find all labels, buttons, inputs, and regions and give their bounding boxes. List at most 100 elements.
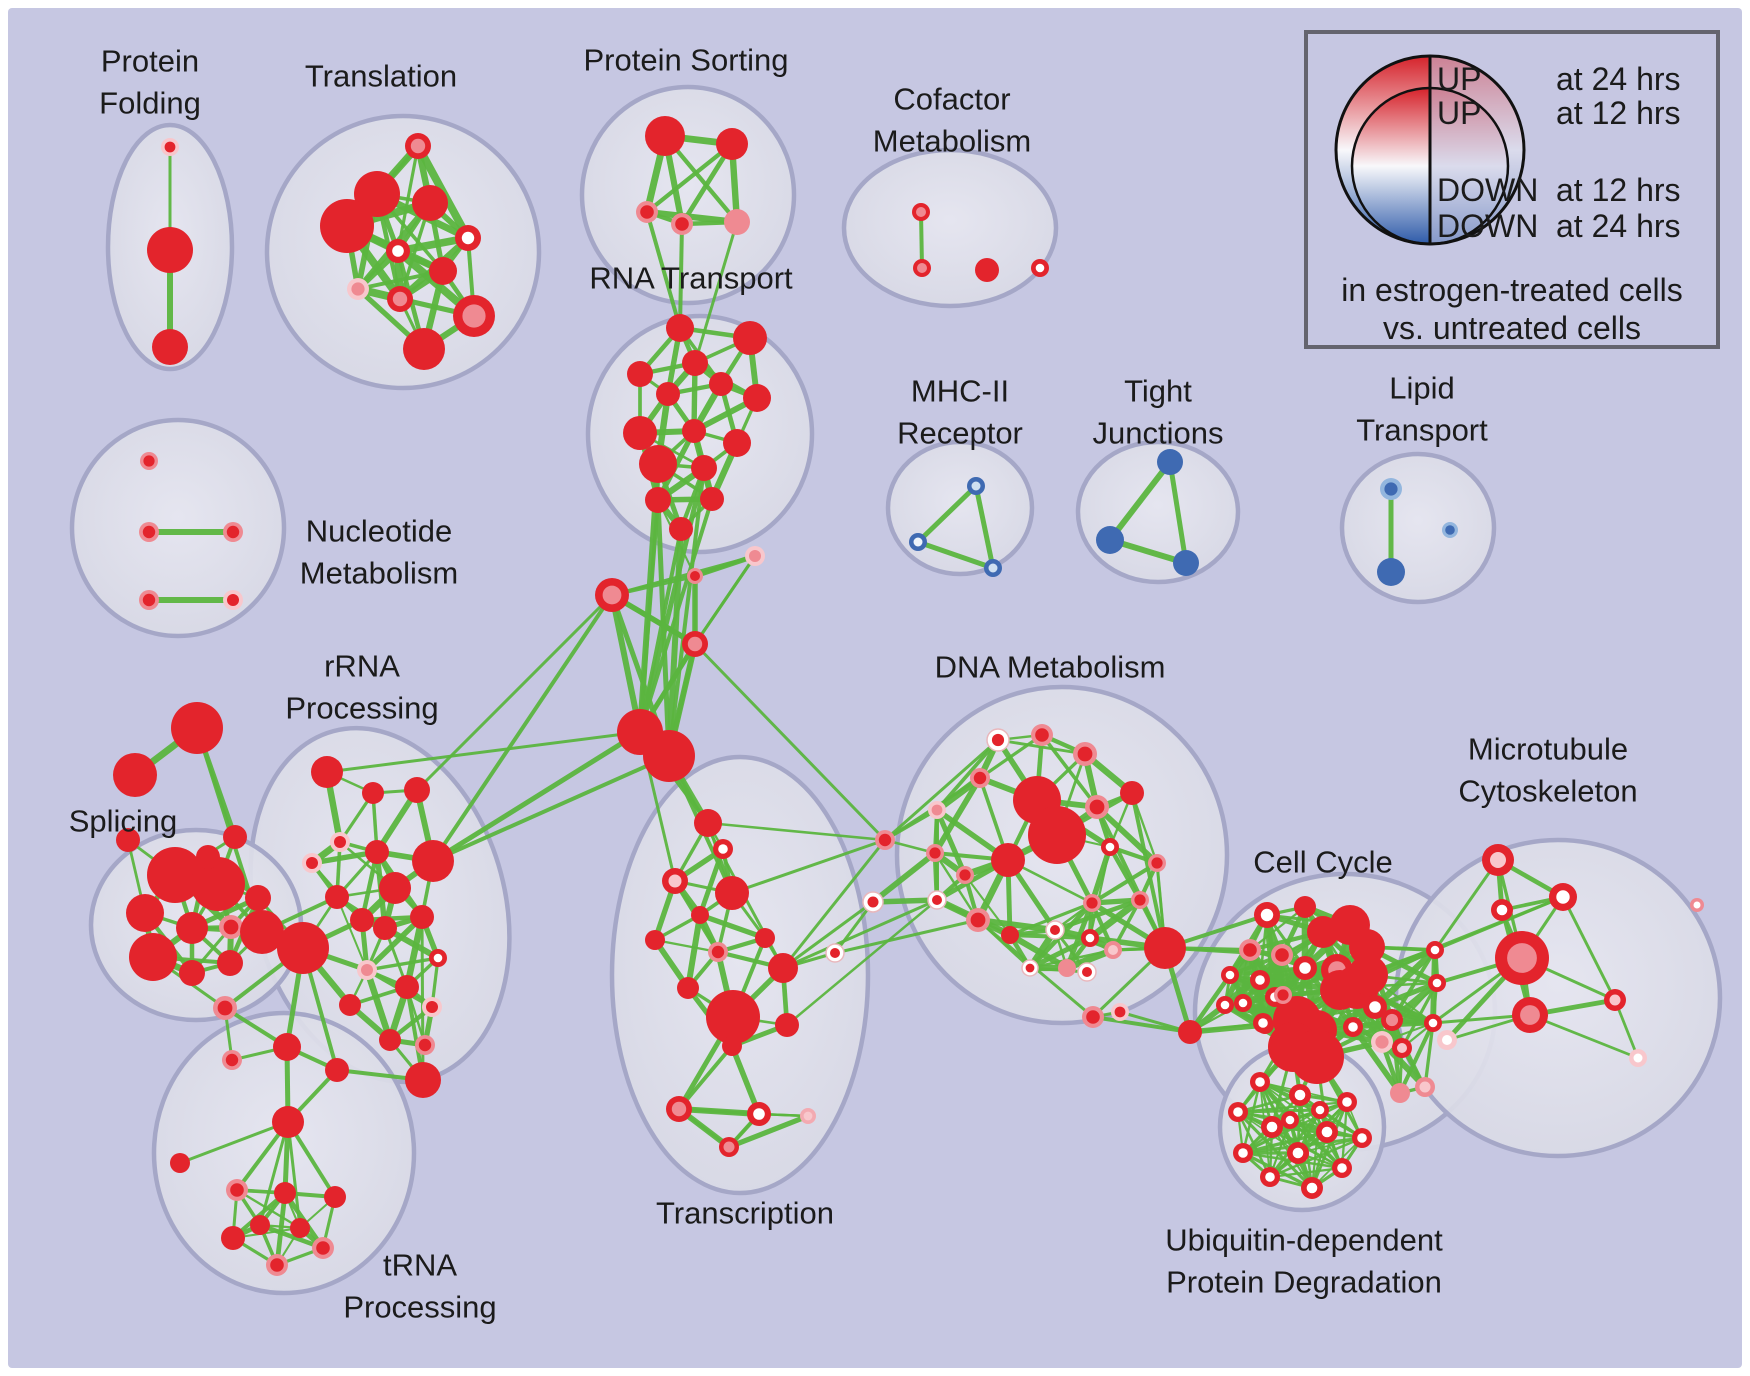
- gene-node: [116, 828, 140, 852]
- interaction-edge: [366, 956, 439, 972]
- interaction-edge: [611, 554, 756, 597]
- gene-node-core: [143, 455, 155, 467]
- gene-node: [700, 487, 724, 511]
- cluster-label-protein-folding: Folding: [99, 86, 201, 121]
- legend-box: [1304, 30, 1720, 349]
- interaction-edge: [916, 484, 978, 544]
- gene-node-core: [1077, 746, 1093, 762]
- interaction-edge: [1130, 792, 1167, 949]
- gene-node-core: [225, 1053, 239, 1067]
- interaction-edge: [685, 914, 703, 989]
- gene-node-core: [1490, 852, 1506, 868]
- gene-node: [147, 227, 193, 273]
- gene-node-core: [1238, 1148, 1248, 1158]
- gene-node: [1120, 781, 1144, 805]
- gene-node-core: [1238, 998, 1248, 1008]
- gene-node: [1173, 550, 1199, 576]
- gene-node: [217, 950, 243, 976]
- gene-node: [716, 128, 748, 160]
- gene-node: [379, 872, 411, 904]
- cluster-labels: Protein Folding Translation Protein Sorting…: [69, 43, 1638, 1325]
- interaction-edge: [1111, 899, 1142, 951]
- gene-node-core: [1082, 967, 1092, 977]
- gene-node-core: [913, 537, 923, 547]
- gene-node: [975, 258, 999, 282]
- interaction-edge: [932, 776, 983, 855]
- interaction-edge: [1054, 897, 1141, 933]
- interaction-edge: [834, 918, 979, 955]
- gene-node-core: [1299, 962, 1311, 974]
- gene-node: [404, 777, 430, 803]
- gene-node-core: [749, 550, 761, 562]
- interaction-edge: [654, 938, 719, 954]
- gene-node: [768, 953, 798, 983]
- cluster-label-trna-processing: Processing: [343, 1290, 496, 1325]
- gene-node: [645, 116, 685, 156]
- interaction-edge: [357, 269, 444, 291]
- gene-node-core: [230, 1183, 244, 1197]
- interaction-edge: [1009, 901, 1093, 937]
- gene-node-core: [164, 141, 176, 153]
- gene-node: [1390, 1083, 1410, 1103]
- cluster-label-ubiquitin-degradation: Protein Degradation: [1166, 1265, 1442, 1300]
- gene-node: [405, 1062, 441, 1098]
- interaction-edge: [666, 528, 684, 757]
- gene-node: [723, 429, 751, 457]
- interaction-edge: [274, 1192, 288, 1266]
- gene-node-core: [1315, 1105, 1325, 1115]
- interaction-edge: [609, 594, 643, 733]
- interaction-edge: [432, 754, 670, 863]
- gene-node: [709, 372, 733, 396]
- cluster-label-lipid-transport: Lipid: [1389, 371, 1455, 406]
- gene-node: [645, 930, 665, 950]
- gene-node: [682, 350, 708, 376]
- gene-node-core: [1108, 945, 1118, 955]
- gene-node: [722, 1036, 742, 1056]
- gene-node: [1157, 449, 1183, 475]
- gene-node: [277, 922, 329, 974]
- gene-node: [1096, 526, 1124, 554]
- interaction-edge: [782, 900, 874, 970]
- gene-node-core: [1294, 1089, 1306, 1101]
- gene-node: [362, 782, 384, 804]
- gene-node: [724, 209, 750, 235]
- gene-node-core: [803, 1111, 813, 1121]
- gene-node: [627, 361, 653, 387]
- gene-node-core: [433, 953, 443, 963]
- gene-node: [706, 990, 760, 1044]
- gene-node-core: [1151, 857, 1163, 869]
- gene-node: [1058, 959, 1076, 977]
- interaction-edge: [973, 485, 996, 569]
- interaction-edge: [786, 899, 938, 1026]
- gene-node-core: [1085, 933, 1095, 943]
- gene-node: [325, 885, 349, 909]
- gene-node-core: [462, 304, 486, 328]
- gene-node-core: [426, 1001, 438, 1013]
- interaction-edge: [782, 898, 938, 970]
- cluster-label-cofactor-metabolism: Metabolism: [873, 124, 1032, 159]
- gene-node: [645, 487, 671, 513]
- gene-node-core: [1035, 728, 1049, 742]
- interaction-edge: [1423, 1022, 1435, 1088]
- gene-node-core: [991, 733, 1005, 747]
- gene-node: [171, 702, 223, 754]
- gene-node: [152, 329, 188, 365]
- interaction-edge: [1229, 966, 1306, 977]
- gene-node: [354, 171, 400, 217]
- gene-node-core: [675, 217, 689, 231]
- gene-node-core: [1035, 263, 1045, 273]
- gene-node: [325, 1058, 349, 1082]
- interaction-edge: [1433, 859, 1500, 951]
- gene-node: [273, 1033, 301, 1061]
- gene-node-core: [723, 1141, 735, 1153]
- gene-node-core: [1419, 1081, 1431, 1093]
- gene-node-core: [671, 1101, 687, 1117]
- cluster-label-protein-sorting: Protein Sorting: [583, 43, 788, 78]
- gene-node: [1290, 1030, 1344, 1084]
- gene-node-core: [718, 844, 728, 854]
- gene-node: [1028, 806, 1086, 864]
- interaction-edge: [979, 733, 1043, 780]
- gene-node: [147, 847, 203, 903]
- gene-node: [677, 977, 699, 999]
- gene-node-core: [1086, 1010, 1100, 1024]
